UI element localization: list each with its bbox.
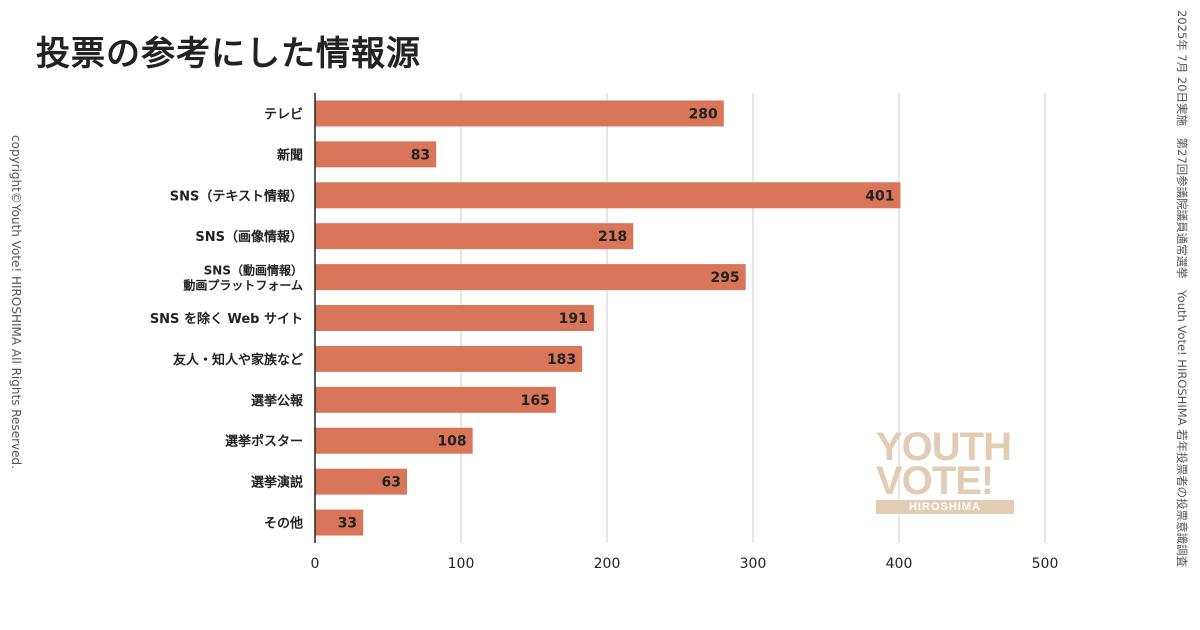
data-label-1: 83: [411, 147, 430, 163]
category-label-6: 友人・知人や家族など: [173, 352, 303, 368]
category-label-2: SNS（テキスト情報）: [170, 188, 303, 204]
category-label-5: SNS を除く Web サイト: [150, 311, 303, 327]
data-label-7: 165: [521, 393, 550, 409]
bar-3: [315, 223, 634, 250]
data-label-3: 218: [598, 229, 627, 245]
data-label-8: 108: [437, 434, 466, 450]
category-label-7: 選挙公報: [251, 393, 304, 409]
data-label-9: 63: [381, 475, 400, 491]
bar-6: [315, 345, 583, 372]
x-tick-label-300: 300: [740, 556, 767, 572]
logo-line-1: YOUTH: [876, 425, 1012, 469]
data-label-5: 191: [559, 311, 588, 327]
bar-8: [315, 427, 473, 454]
bar-4: [315, 264, 746, 291]
bar-7: [315, 386, 556, 413]
bar-5: [315, 305, 594, 331]
category-label-4-0: SNS（動画情報）: [204, 263, 303, 278]
x-tick-label-100: 100: [448, 556, 475, 572]
x-tick-label-200: 200: [594, 556, 621, 572]
category-label-3: SNS（画像情報）: [195, 229, 303, 245]
bar-10: [315, 509, 364, 536]
logo-line-2: VOTE!: [876, 459, 994, 503]
category-label-10: その他: [264, 516, 303, 532]
data-label-6: 183: [547, 352, 576, 368]
data-label-0: 280: [689, 106, 718, 122]
bar-2: [315, 182, 901, 209]
category-label-9: 選挙演説: [251, 475, 303, 491]
category-label-1: 新聞: [277, 147, 303, 163]
data-label-2: 401: [865, 188, 894, 204]
page-title: 投票の参考にした情報源: [36, 34, 421, 74]
bar-1: [315, 141, 437, 168]
category-label-8: 選挙ポスター: [225, 434, 303, 450]
data-label-10: 33: [338, 516, 357, 532]
category-label-4-1: 動画プラットフォーム: [183, 278, 303, 293]
x-tick-label-500: 500: [1032, 556, 1059, 572]
category-label-0: テレビ: [264, 106, 303, 122]
bar-9: [315, 468, 407, 495]
youth-vote-logo: YOUTH VOTE! HIROSHIMA: [876, 425, 1016, 514]
x-tick-label-400: 400: [886, 556, 913, 572]
logo-line-3: HIROSHIMA: [876, 500, 1014, 514]
data-label-4: 295: [710, 270, 739, 286]
x-tick-label-0: 0: [311, 556, 320, 572]
bar-0: [315, 100, 724, 127]
